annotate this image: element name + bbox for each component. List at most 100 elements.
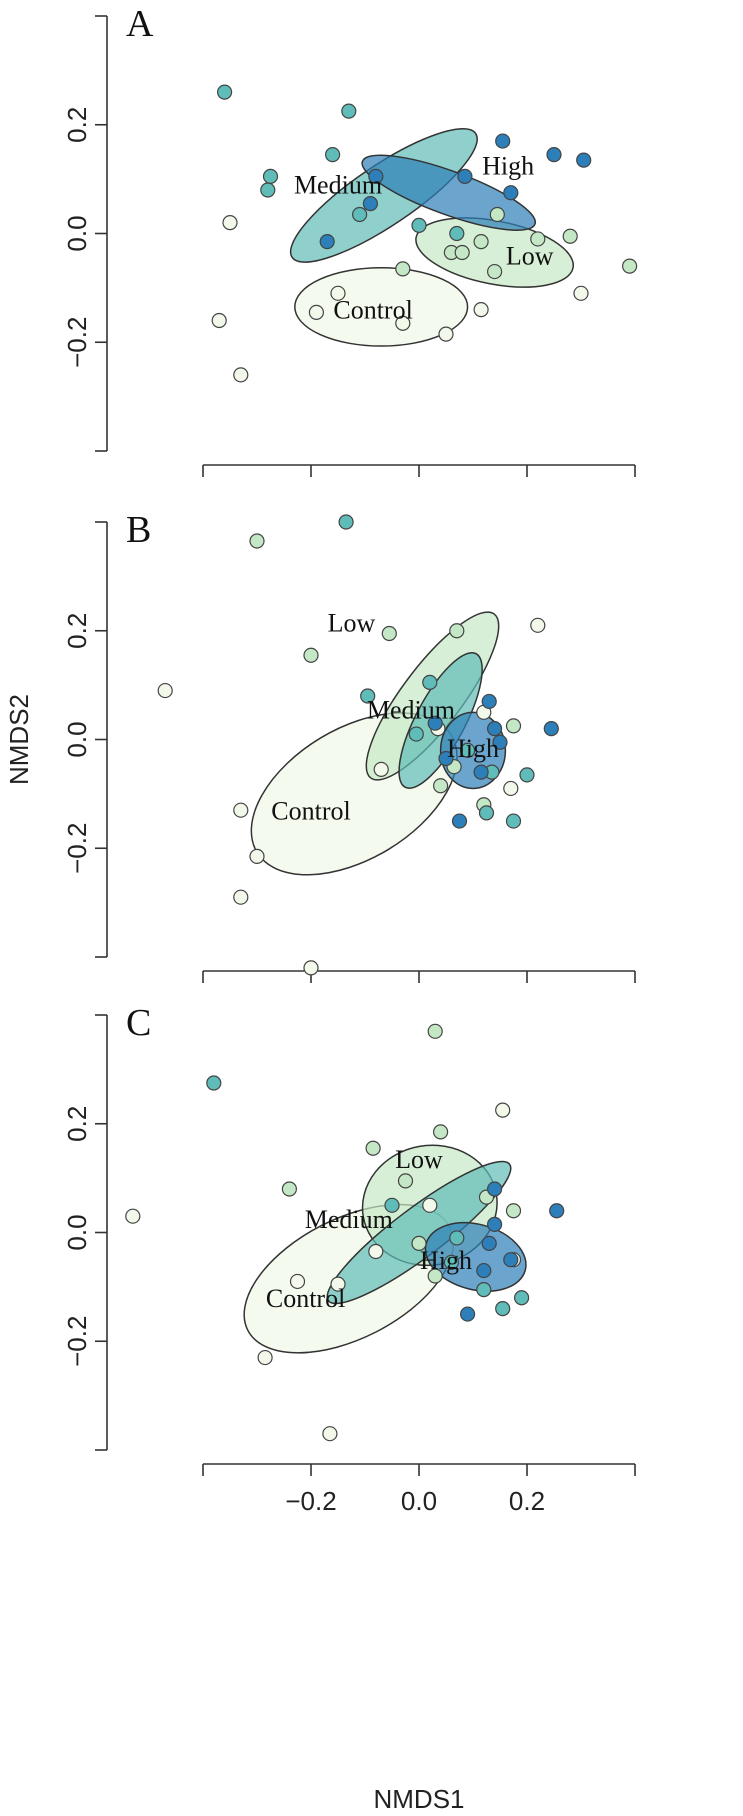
point-high (503, 185, 519, 201)
point-low (427, 1268, 443, 1284)
point-low (562, 228, 578, 244)
point-high (549, 1203, 565, 1219)
y-tick-label: 0.2 (62, 613, 92, 649)
group-label-control: Control (333, 296, 412, 325)
point-high (460, 1306, 476, 1322)
point-medium (449, 225, 465, 242)
point-medium (338, 514, 354, 530)
y-tick-label: 0.0 (62, 1214, 92, 1250)
point-control (125, 1208, 141, 1224)
point-low (454, 244, 470, 261)
point-control (233, 802, 249, 818)
y-tick-label: −0.2 (62, 1316, 92, 1367)
point-control (473, 302, 489, 318)
point-control (308, 304, 324, 320)
point-medium (460, 742, 476, 758)
point-high (427, 715, 443, 731)
point-high (476, 1262, 492, 1279)
group-label-control: Control (271, 796, 350, 825)
point-medium (325, 147, 341, 163)
point-medium (476, 1281, 492, 1298)
point-medium (352, 206, 368, 223)
point-control (211, 312, 227, 329)
point-high (481, 1235, 497, 1251)
point-high (503, 1252, 519, 1268)
group-label-high: High (482, 152, 534, 181)
point-medium (206, 1075, 222, 1091)
point-high (319, 234, 335, 250)
group-label-low: Low (328, 609, 376, 638)
point-medium (408, 726, 424, 742)
point-high (543, 721, 559, 737)
y-tick-label: 0.2 (62, 1106, 92, 1142)
point-control (330, 1276, 346, 1292)
x-tick-label: 0.2 (509, 1486, 545, 1516)
point-low (281, 1181, 297, 1197)
point-low (473, 234, 489, 250)
panel-c: −0.2 0.0 0.2 −0.2 0.0 0.2 C Control Low Medium Hig… (62, 1002, 636, 1516)
y-tick-label: 0.0 (62, 721, 92, 757)
point-high (487, 1216, 503, 1232)
point-control (503, 780, 519, 797)
point-control (573, 285, 589, 301)
point-high (487, 1181, 503, 1197)
point-low (381, 625, 397, 642)
point-high (576, 152, 592, 168)
point-low (303, 647, 319, 663)
point-low (427, 1023, 443, 1039)
point-medium (422, 674, 438, 691)
point-low (411, 1235, 427, 1251)
point-medium (513, 1290, 530, 1306)
point-control (368, 1243, 384, 1260)
panel-b: −0.2 0.0 0.2 B Control Low Medium High (62, 509, 636, 983)
point-control (373, 761, 389, 778)
point-high (481, 693, 497, 710)
point-high (457, 168, 473, 185)
point-low (433, 778, 449, 794)
group-label-high: High (447, 734, 499, 763)
point-medium (505, 813, 522, 829)
point-medium (360, 688, 376, 704)
point-low (621, 258, 638, 274)
x-tick-label: −0.2 (285, 1486, 336, 1516)
point-medium (449, 1230, 465, 1246)
group-label-medium: Medium (305, 1205, 393, 1234)
point-control (222, 215, 238, 231)
point-medium (341, 103, 357, 119)
panel-letter-a: A (126, 3, 154, 45)
point-medium (519, 767, 535, 783)
point-control (233, 367, 249, 383)
point-low (365, 1140, 381, 1156)
point-high (368, 168, 384, 185)
y-tick-label: 0.0 (62, 215, 92, 251)
y-tick-label: 0.2 (62, 107, 92, 143)
panel-a: −0.2 0.0 0.2 A Control Low Medium High (62, 3, 638, 477)
point-medium (217, 84, 233, 100)
point-control (322, 1426, 338, 1442)
group-label-control: Control (266, 1284, 345, 1313)
point-low (530, 231, 546, 247)
point-high (438, 750, 454, 767)
point-control (495, 1102, 511, 1118)
point-high (546, 147, 562, 163)
point-low (489, 206, 505, 223)
point-medium (495, 1301, 511, 1317)
panel-letter-b: B (126, 509, 151, 551)
point-control (249, 848, 265, 865)
point-medium (384, 1197, 400, 1213)
point-control (289, 1273, 306, 1290)
point-control (257, 1349, 273, 1366)
point-high (487, 721, 503, 737)
point-high (492, 734, 508, 750)
panel-letter-c: C (126, 1002, 151, 1044)
group-label-low: Low (506, 241, 554, 270)
x-axis-title: NMDS1 (373, 1784, 464, 1814)
point-low (395, 261, 411, 277)
panels-group: −0.2 0.0 0.2 A Control Low Medium High −0.2 0.0 0.… (62, 3, 638, 1516)
point-medium (443, 1254, 459, 1271)
point-medium (260, 182, 276, 198)
y-tick-label: −0.2 (62, 823, 92, 874)
point-control (395, 315, 411, 331)
point-low (433, 1124, 449, 1140)
